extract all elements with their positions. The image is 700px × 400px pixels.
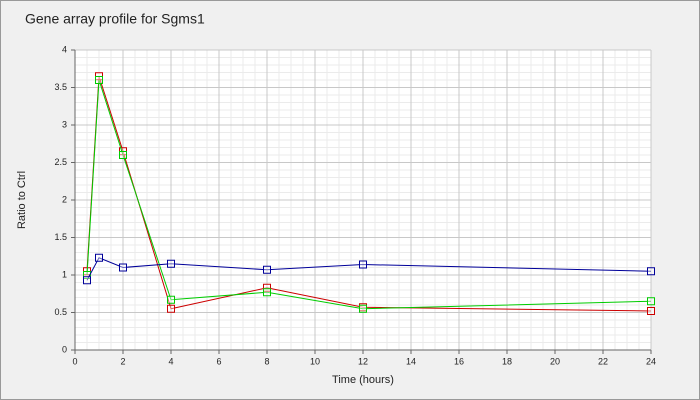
- y-axis-label: Ratio to Ctrl: [16, 171, 28, 229]
- chart-title: Gene array profile for Sgms1: [25, 11, 205, 27]
- x-tick-label: 12: [358, 356, 368, 366]
- x-axis-label: Time (hours): [332, 374, 394, 386]
- series-line: [86, 257, 652, 281]
- point-marker: [119, 263, 127, 272]
- y-tick-label: 3: [62, 119, 67, 129]
- point-marker: [263, 288, 271, 297]
- point-marker: [167, 295, 175, 304]
- point-marker: [263, 265, 271, 274]
- y-tick-label: 1: [62, 269, 67, 279]
- point-marker: [647, 297, 655, 306]
- y-tick-label: 0.5: [54, 307, 67, 317]
- point-marker: [167, 259, 175, 268]
- x-tick-label: 24: [646, 356, 656, 366]
- point-marker: [359, 304, 367, 313]
- point-marker: [167, 304, 175, 313]
- point-marker: [359, 260, 367, 269]
- x-tick-label: 16: [454, 356, 464, 366]
- x-tick-label: 8: [264, 356, 269, 366]
- point-marker: [647, 307, 655, 315]
- x-tick-label: 14: [406, 356, 416, 366]
- x-tick-label: 4: [168, 356, 173, 366]
- point-marker: [95, 76, 103, 84]
- point-marker: [95, 253, 103, 262]
- y-tick-label: 0: [62, 344, 67, 354]
- y-tick-label: 2: [62, 194, 67, 204]
- y-tick-label: 3.5: [54, 82, 67, 92]
- x-tick-label: 18: [502, 356, 512, 366]
- point-marker: [83, 271, 91, 279]
- x-tick-label: 0: [72, 356, 77, 366]
- x-tick-label: 2: [120, 356, 125, 366]
- x-tick-label: 10: [310, 356, 320, 366]
- y-tick-label: 2.5: [54, 157, 67, 167]
- point-marker: [83, 276, 91, 285]
- x-tick-label: 22: [598, 356, 608, 366]
- series-line: [86, 79, 652, 310]
- point-marker: [647, 267, 655, 276]
- point-marker: [263, 283, 271, 292]
- x-tick-label: 20: [550, 356, 560, 366]
- y-tick-label: 1.5: [54, 232, 67, 242]
- point-marker: [119, 151, 127, 159]
- y-tick-label: 4: [62, 44, 67, 54]
- x-tick-label: 6: [216, 356, 221, 366]
